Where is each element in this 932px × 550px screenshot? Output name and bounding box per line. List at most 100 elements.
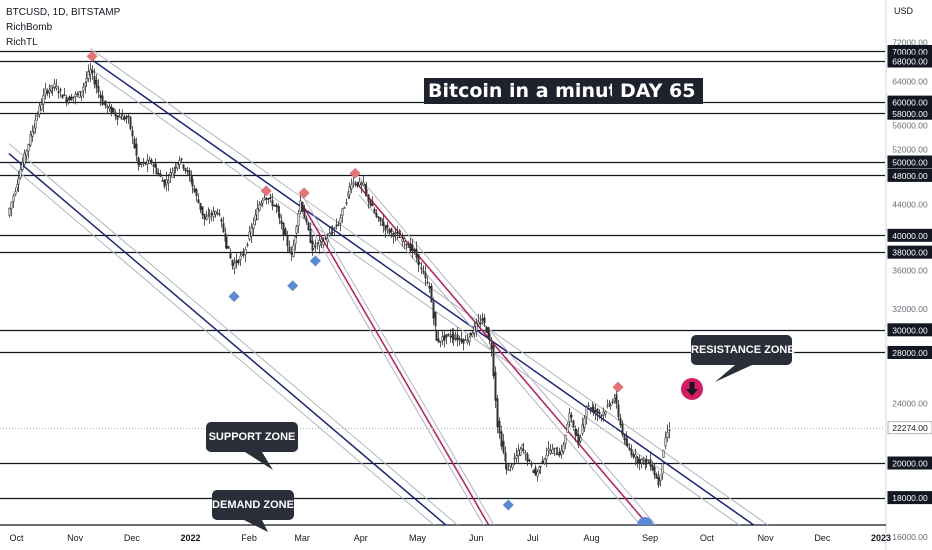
candle-body-106: [208, 216, 211, 219]
candle-body-274: [526, 453, 529, 462]
candle-body-323: [619, 417, 622, 426]
signal-sell-4: [298, 187, 310, 199]
price-box-40000: [887, 228, 932, 242]
candle-body-17: [40, 104, 43, 111]
candle-body-45: [93, 76, 96, 85]
candle-body-99: [195, 189, 198, 197]
candle-body-10: [27, 144, 30, 152]
candle-body-119: [233, 262, 236, 269]
candle-body-74: [148, 159, 151, 164]
candle-body-192: [371, 203, 374, 207]
candle-body-227: [437, 338, 440, 343]
candle-body-337: [645, 459, 648, 462]
candle-body-4: [16, 184, 19, 188]
candle-body-28: [61, 94, 64, 99]
candle-body-270: [519, 448, 522, 456]
channel-lower: [8, 153, 447, 525]
candle-body-29: [63, 94, 66, 96]
indicator-richtl[interactable]: RichTL: [6, 37, 38, 48]
candle-body-306: [587, 405, 590, 407]
candle-body-338: [647, 462, 650, 464]
candle-body-288: [553, 447, 556, 450]
candle-body-7: [21, 162, 24, 170]
candle-body-165: [320, 238, 323, 243]
candle-body-241: [464, 339, 467, 341]
price-label-48000: 48000.00: [892, 171, 928, 181]
price-label-58000: 58000.00: [892, 109, 928, 119]
steep-channel-lower-guide-1: [301, 212, 485, 525]
candle-body-1: [10, 201, 13, 210]
candle-body-87: [173, 168, 176, 171]
candle-body-171: [331, 231, 334, 234]
candle-body-316: [606, 405, 609, 408]
candle-body-129: [252, 223, 255, 229]
price-label-32000: 32000.00: [892, 304, 928, 314]
candle-body-188: [364, 184, 367, 190]
price-box-28000: [887, 345, 932, 359]
candle-body-151: [294, 236, 297, 245]
candle-body-242: [466, 340, 469, 343]
time-label-sep: Sep: [642, 533, 658, 543]
candle-body-36: [76, 93, 79, 95]
candle-body-71: [142, 161, 145, 164]
time-label-aug: Aug: [584, 533, 600, 543]
candle-body-309: [592, 406, 595, 413]
candle-body-341: [653, 466, 656, 475]
candle-body-225: [434, 311, 437, 327]
candle-body-327: [626, 443, 629, 446]
signal-buy-3: [287, 280, 299, 292]
candle-body-9: [25, 150, 28, 157]
price-label-68000: 68000.00: [892, 57, 928, 67]
candle-body-156: [303, 209, 306, 219]
candle-body-130: [254, 214, 257, 221]
partial-signal-icon: [637, 517, 653, 525]
candle-body-217: [418, 262, 421, 265]
time-label-2022: 2022: [181, 533, 201, 543]
candle-body-20: [46, 90, 49, 94]
candle-body-72: [144, 162, 147, 165]
candle-body-51: [104, 100, 107, 106]
candle-body-181: [350, 184, 353, 190]
candle-body-247: [475, 323, 478, 332]
symbol-info[interactable]: BTCUSD, 1D, BITSTAMP: [6, 7, 121, 18]
price-label-20000: 20000.00: [892, 459, 928, 469]
candle-body-34: [72, 96, 75, 98]
down-arrow-icon-stem: [689, 382, 695, 389]
candle-body-158: [307, 223, 310, 231]
candle-body-243: [468, 336, 471, 342]
candle-body-324: [621, 423, 624, 436]
indicator-richbomb[interactable]: RichBomb: [6, 22, 53, 33]
price-label-24000: 24000.00: [892, 399, 928, 409]
candle-body-281: [539, 465, 542, 468]
candle-body-286: [549, 450, 552, 454]
candle-body-180: [348, 186, 351, 196]
candle-body-232: [447, 333, 450, 336]
candle-body-139: [271, 200, 274, 207]
price-label-40000: 40000.00: [892, 231, 928, 241]
candle-body-12: [31, 131, 34, 137]
candle-body-251: [483, 317, 486, 324]
candle-body-347: [664, 437, 667, 447]
candle-body-198: [382, 221, 385, 226]
price-label-22274: 22274.00: [892, 423, 928, 433]
channel-upper-guide-1: [89, 68, 741, 525]
candle-body-196: [379, 217, 382, 222]
candle-body-266: [511, 463, 514, 469]
candle-body-38: [80, 91, 83, 97]
candle-body-23: [51, 87, 54, 89]
candle-body-120: [235, 260, 238, 264]
candle-body-116: [227, 245, 230, 249]
candle-body-248: [477, 321, 480, 326]
time-label-jul: Jul: [527, 533, 539, 543]
candle-body-147: [286, 236, 289, 247]
price-box-20000: [887, 456, 932, 470]
candle-body-204: [394, 232, 397, 235]
candle-body-321: [615, 394, 618, 405]
candle-body-5: [17, 178, 20, 185]
candle-body-255: [490, 343, 493, 350]
candle-body-339: [649, 459, 652, 467]
candle-body-203: [392, 233, 395, 238]
candle-body-264: [507, 469, 510, 471]
candles: [8, 63, 671, 488]
candle-body-345: [661, 462, 664, 474]
